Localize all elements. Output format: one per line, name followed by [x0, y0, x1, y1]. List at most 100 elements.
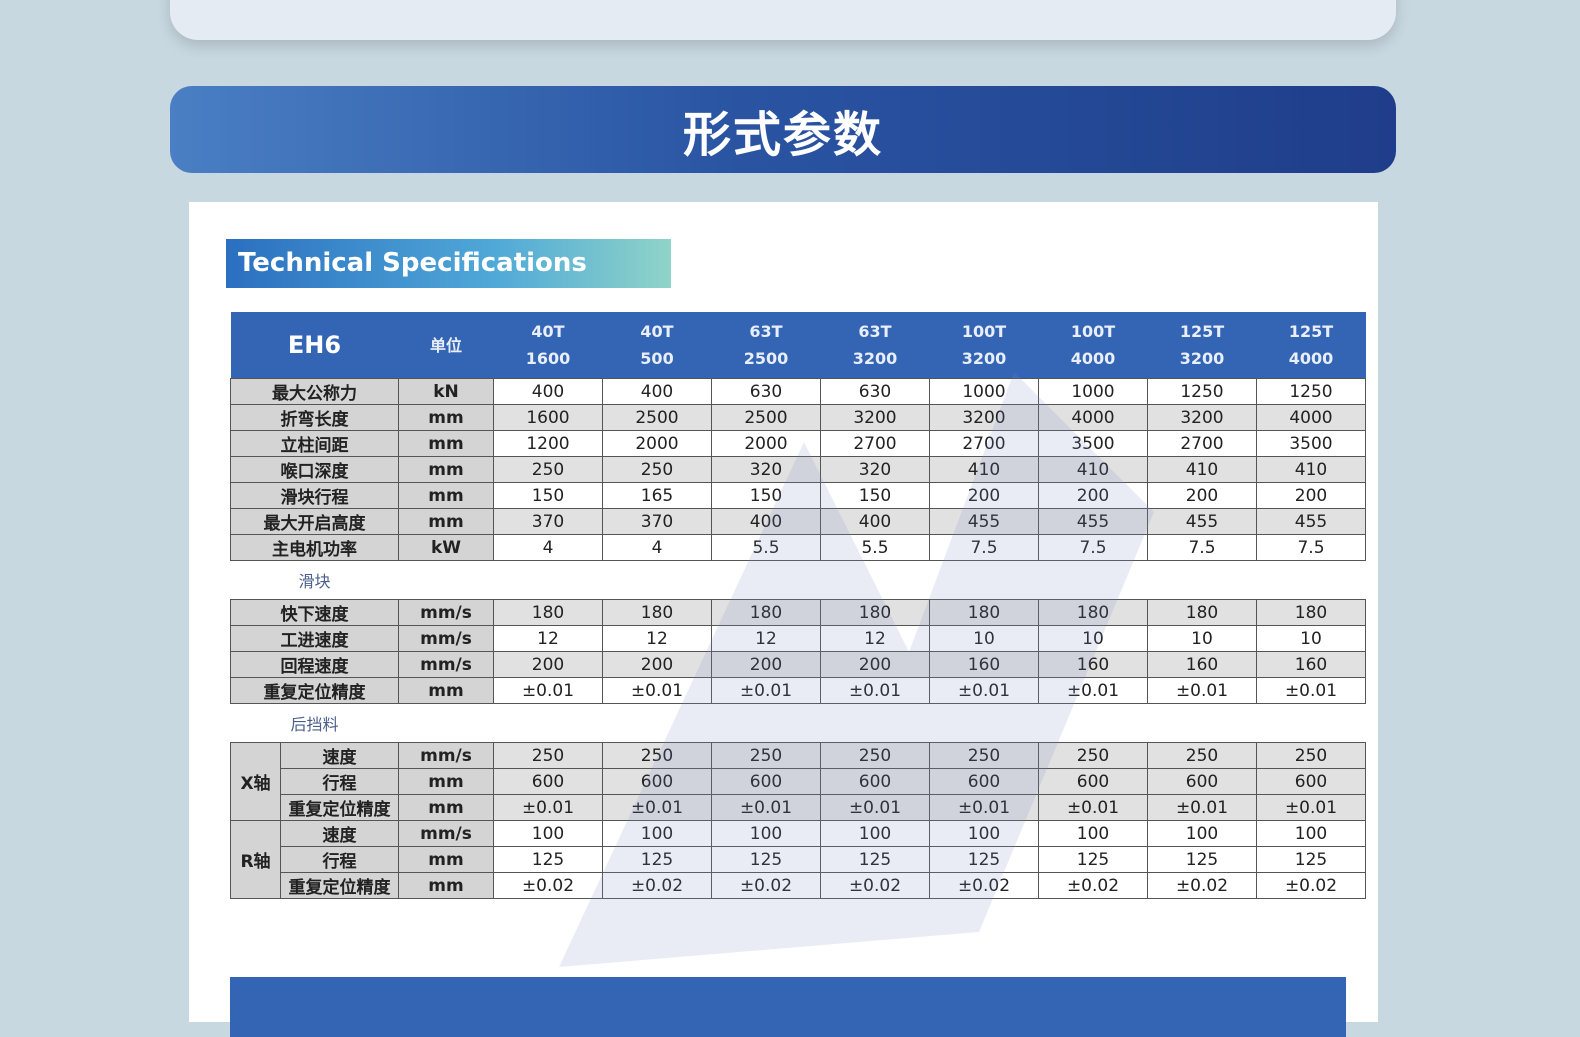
- row-unit: kW: [398, 534, 494, 561]
- tonnage: 100T: [961, 322, 1007, 341]
- value-cell: 2000: [711, 430, 821, 457]
- value-cell: 10: [1038, 625, 1148, 652]
- section-row: 后挡料: [230, 703, 1366, 743]
- value-cell: 3500: [1038, 430, 1148, 457]
- value-cell: 125: [493, 846, 603, 873]
- spec-panel: Technical Specifications EH6 单位 40T 1600 4…: [189, 202, 1378, 1037]
- table-row: 最大公称力 kN 400 400 630 630 1000 1000 1250 1250: [230, 378, 1366, 405]
- value-cell: 100: [1147, 820, 1257, 847]
- table-row: 行程 mm 600 600 600 600 600 600 600 600: [231, 768, 1366, 795]
- row-unit: mm: [398, 482, 494, 509]
- table-row: 行程 mm 125 125 125 125 125 125 125 125: [231, 846, 1366, 873]
- value-cell: 12: [493, 625, 603, 652]
- value-cell: 400: [602, 378, 712, 405]
- table-row: 立柱间距 mm 1200 2000 2000 2700 2700 3500 2700 3500: [230, 430, 1366, 457]
- value-cell: 4: [602, 534, 712, 561]
- length: 4000: [1288, 349, 1334, 368]
- row-label: 速度: [280, 742, 399, 769]
- value-cell: ±0.02: [602, 872, 712, 899]
- value-cell: 180: [820, 599, 930, 626]
- table-row: 快下速度 mm/s 180 180 180 180 180 180 180 180: [230, 599, 1366, 626]
- row-unit: mm: [398, 872, 494, 899]
- value-cell: 1200: [493, 430, 603, 457]
- row-unit: kN: [398, 378, 494, 405]
- value-cell: 7.5: [1147, 534, 1257, 561]
- value-cell: 180: [1038, 599, 1148, 626]
- value-cell: 165: [602, 482, 712, 509]
- model-column-header: 63T 2500: [711, 312, 821, 379]
- value-cell: ±0.01: [602, 794, 712, 821]
- value-cell: 370: [602, 508, 712, 535]
- value-cell: 100: [493, 820, 603, 847]
- value-cell: 630: [711, 378, 821, 405]
- value-cell: 2700: [1147, 430, 1257, 457]
- value-cell: 4000: [1038, 404, 1148, 431]
- row-unit: mm/s: [398, 742, 494, 769]
- page-title-banner: 形式参数: [170, 86, 1396, 173]
- value-cell: 410: [929, 456, 1039, 483]
- value-cell: 160: [1147, 651, 1257, 678]
- value-cell: 125: [820, 846, 930, 873]
- value-cell: ±0.01: [1147, 677, 1257, 704]
- value-cell: 180: [711, 599, 821, 626]
- value-cell: ±0.01: [1038, 677, 1148, 704]
- table-row: 回程速度 mm/s 200 200 200 200 160 160 160 160: [230, 651, 1366, 678]
- value-cell: 100: [1256, 820, 1366, 847]
- value-cell: 600: [493, 768, 603, 795]
- value-cell: ±0.02: [929, 872, 1039, 899]
- row-label: 行程: [280, 846, 399, 873]
- spec-table: EH6 单位 40T 1600 40T 500 63T 2500 63T 3200 100T 32…: [230, 312, 1366, 899]
- table-row: 工进速度 mm/s 12 12 12 12 10 10 10 10: [230, 625, 1366, 652]
- value-cell: 600: [602, 768, 712, 795]
- value-cell: ±0.02: [1147, 872, 1257, 899]
- axis-label: R轴: [230, 820, 281, 899]
- value-cell: 3500: [1256, 430, 1366, 457]
- value-cell: 4: [493, 534, 603, 561]
- value-cell: 7.5: [1256, 534, 1366, 561]
- value-cell: 5.5: [820, 534, 930, 561]
- value-cell: 10: [1256, 625, 1366, 652]
- value-cell: 3200: [1147, 404, 1257, 431]
- table-row: 重复定位精度 mm ±0.01 ±0.01 ±0.01 ±0.01 ±0.01 ±0.01 ±0…: [231, 794, 1366, 821]
- table-row: 折弯长度 mm 1600 2500 2500 3200 3200 4000 3200 4000: [230, 404, 1366, 431]
- value-cell: 2000: [602, 430, 712, 457]
- value-cell: ±0.01: [493, 677, 603, 704]
- value-cell: 250: [820, 742, 930, 769]
- unit-header: 单位: [398, 312, 494, 379]
- length: 1600: [525, 349, 571, 368]
- value-cell: 10: [1147, 625, 1257, 652]
- value-cell: 12: [711, 625, 821, 652]
- value-cell: 125: [929, 846, 1039, 873]
- value-cell: 455: [929, 508, 1039, 535]
- row-unit: mm/s: [398, 651, 494, 678]
- value-cell: 370: [493, 508, 603, 535]
- value-cell: 12: [820, 625, 930, 652]
- value-cell: 125: [711, 846, 821, 873]
- row-label: 喉口深度: [230, 456, 399, 483]
- value-cell: 410: [1147, 456, 1257, 483]
- value-cell: ±0.01: [711, 677, 821, 704]
- row-unit: mm: [398, 677, 494, 704]
- table-row: 重复定位精度 mm ±0.02 ±0.02 ±0.02 ±0.02 ±0.02 ±0.02 ±0…: [231, 872, 1366, 899]
- length: 3200: [961, 349, 1007, 368]
- value-cell: 200: [929, 482, 1039, 509]
- value-cell: 600: [1256, 768, 1366, 795]
- value-cell: 250: [1038, 742, 1148, 769]
- value-cell: 100: [602, 820, 712, 847]
- value-cell: ±0.01: [929, 794, 1039, 821]
- row-unit: mm: [398, 430, 494, 457]
- length: 2500: [743, 349, 789, 368]
- length: 3200: [852, 349, 898, 368]
- value-cell: 200: [1038, 482, 1148, 509]
- row-label: 最大开启高度: [230, 508, 399, 535]
- table-row: R轴 速度 mm/s 100 100 100 100 100 100 100 100: [230, 820, 1366, 899]
- value-cell: 5.5: [711, 534, 821, 561]
- value-cell: ±0.02: [1256, 872, 1366, 899]
- model-column-header: 100T 4000: [1038, 312, 1148, 379]
- value-cell: 455: [1147, 508, 1257, 535]
- value-cell: 180: [602, 599, 712, 626]
- axis-label: X轴: [230, 742, 281, 821]
- row-label: 重复定位精度: [280, 794, 399, 821]
- value-cell: 600: [1147, 768, 1257, 795]
- row-unit: mm: [398, 846, 494, 873]
